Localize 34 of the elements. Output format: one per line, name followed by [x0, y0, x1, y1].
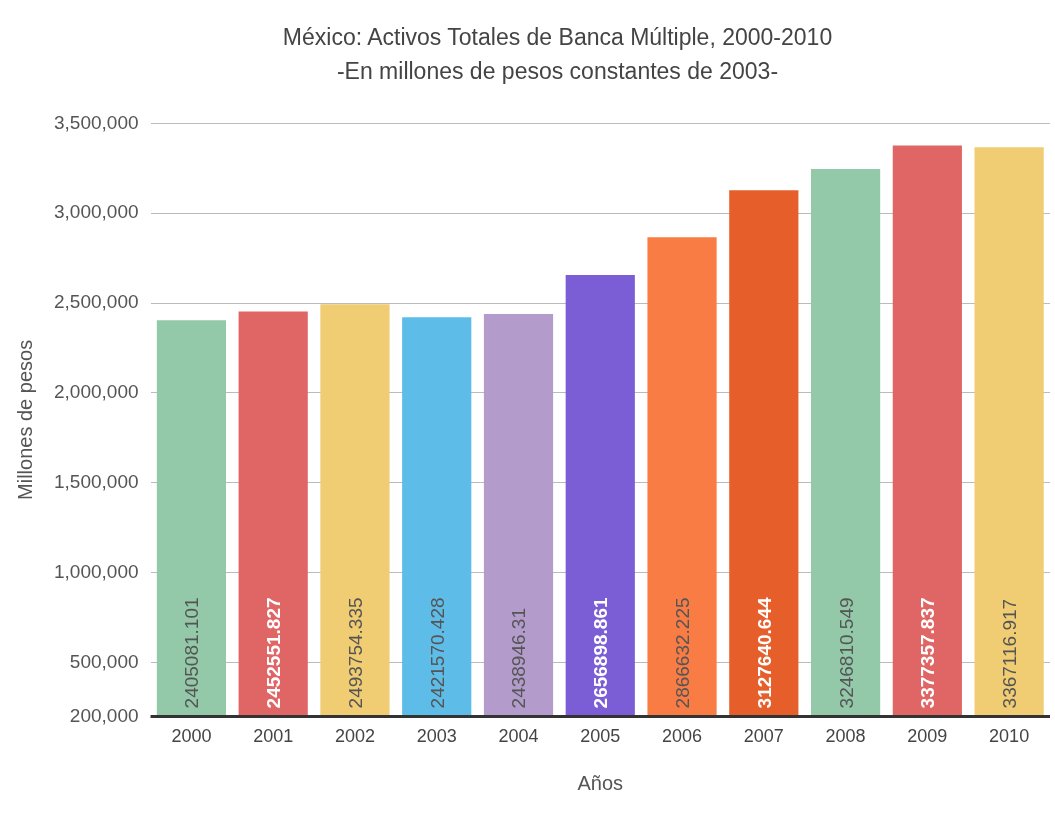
x-tick-label: 2005 — [580, 726, 621, 747]
x-axis-title: Años — [577, 771, 624, 794]
x-tick-label: 2008 — [825, 726, 866, 747]
y-tick-label: 3,500,000 — [53, 111, 139, 133]
y-tick-label: 200,000 — [69, 704, 139, 726]
chart-title: México: Activos Totales de Banca Múltiple, 2000-2010 — [281, 23, 834, 52]
data-label: 3246810.549 — [835, 597, 857, 709]
data-label: 2866632.225 — [672, 597, 694, 709]
y-tick-label: 2,000,000 — [53, 381, 139, 403]
x-tick-label: 2003 — [416, 726, 457, 747]
data-label: 3377357.837 — [917, 597, 939, 709]
y-tick-label: 2,500,000 — [53, 291, 139, 313]
data-label: 2656898.861 — [590, 597, 612, 709]
data-label: 2405081.101 — [181, 597, 203, 709]
x-tick-label: 2002 — [334, 726, 375, 747]
y-tick-label: 1,000,000 — [53, 560, 139, 582]
x-tick-label: 2004 — [498, 726, 539, 747]
y-tick-label: 1,500,000 — [53, 471, 139, 493]
data-label: 2493754.335 — [344, 597, 366, 709]
x-tick-label: 2010 — [989, 726, 1030, 747]
data-label: 2452551.827 — [263, 597, 285, 709]
y-tick-label: 500,000 — [69, 650, 139, 672]
chart-subtitle: -En millones de pesos constantes de 2003- — [335, 57, 780, 86]
x-tick-label: 2009 — [907, 726, 948, 747]
x-tick-label: 2006 — [662, 726, 703, 747]
x-tick-label: 2000 — [171, 726, 212, 747]
x-tick-label: 2007 — [743, 726, 784, 747]
data-label: 3127640.644 — [753, 597, 775, 709]
data-label: 3367116.917 — [999, 598, 1021, 709]
x-tick-label: 2001 — [253, 726, 294, 747]
y-axis-title: Millones de pesos — [13, 339, 36, 500]
y-tick-label: 3,000,000 — [53, 201, 139, 223]
data-label: 2438946.31 — [508, 608, 530, 709]
data-label: 2421570.428 — [426, 597, 448, 709]
